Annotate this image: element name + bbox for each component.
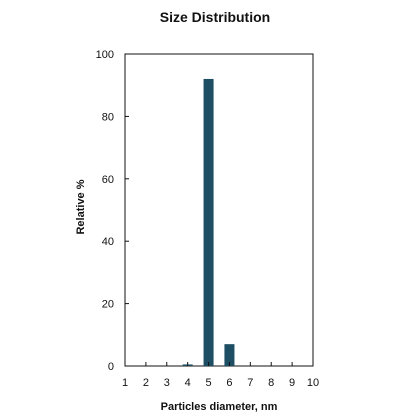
- x-axis-label: Particles diameter, nm: [161, 401, 278, 413]
- x-tick-label: 3: [164, 377, 170, 389]
- x-tick-label: 2: [143, 377, 149, 389]
- x-tick-label: 1: [122, 377, 128, 389]
- y-tick-label: 60: [102, 174, 114, 186]
- y-tick-label: 20: [102, 299, 114, 311]
- bars-group: [182, 78, 235, 367]
- x-tick-label: 6: [226, 377, 232, 389]
- x-tick-label: 9: [289, 377, 295, 389]
- y-tick-label: 80: [102, 111, 114, 123]
- y-tick-label: 40: [102, 236, 114, 248]
- y-tick-label: 0: [108, 361, 114, 373]
- plot-area: 1 2 3 4 5 6 7 8 9 10 0 20 40 60 80 100: [96, 49, 319, 389]
- x-tick-label: 10: [307, 377, 319, 389]
- bar-6: [224, 344, 235, 366]
- x-axis-ticks: 1 2 3 4 5 6 7 8 9 10: [122, 362, 319, 389]
- y-tick-label: 100: [96, 49, 114, 61]
- x-tick-label: 7: [247, 377, 253, 389]
- y-axis-ticks: 0 20 40 60 80 100: [96, 49, 129, 373]
- x-tick-label: 5: [205, 377, 211, 389]
- x-tick-label: 4: [185, 377, 191, 389]
- x-tick-label: 8: [268, 377, 274, 389]
- bar-5: [203, 78, 214, 367]
- y-axis-label: Relative %: [75, 179, 87, 234]
- chart-title: Size Distribution: [160, 9, 270, 25]
- plot-frame: [124, 53, 314, 367]
